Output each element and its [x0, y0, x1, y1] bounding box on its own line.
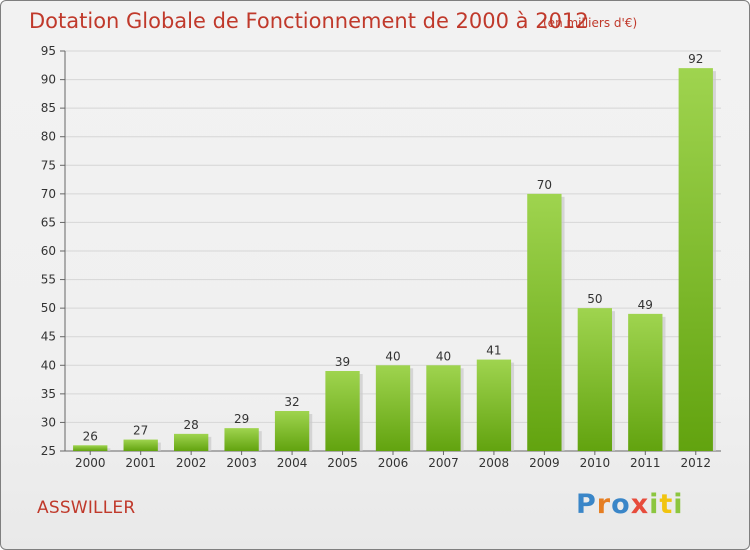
bar — [173, 433, 209, 451]
y-tick-label: 60 — [41, 244, 56, 258]
x-tick-label: 2008 — [479, 456, 510, 470]
chart-subtitle: (en milliers d'€) — [543, 16, 638, 30]
y-tick-label: 25 — [41, 444, 56, 458]
x-tick-label: 2007 — [428, 456, 459, 470]
y-tick-label: 70 — [41, 187, 56, 201]
x-tick-label: 2012 — [680, 456, 711, 470]
y-tick-label: 65 — [41, 215, 56, 229]
x-tick-label: 2011 — [630, 456, 661, 470]
x-tick-label: 2010 — [580, 456, 611, 470]
data-label: 32 — [284, 395, 299, 409]
x-tick-label: 2009 — [529, 456, 560, 470]
data-label: 27 — [133, 424, 148, 438]
y-tick-labels: 25 30 35 40 45 50 55 60 65 70 75 80 85 90 95 — [41, 44, 56, 458]
bar — [678, 68, 713, 452]
y-tick-label: 80 — [41, 130, 56, 144]
x-tick-label: 2000 — [75, 456, 106, 470]
y-tick-label: 50 — [41, 301, 56, 315]
bar — [476, 359, 512, 451]
data-label: 49 — [638, 298, 653, 312]
x-tick-labels: 2000 2001 2002 2003 2004 2005 2006 2007 2008 2009… — [75, 456, 711, 470]
commune-name: ASSWILLER — [37, 498, 136, 518]
chart-title: Dotation Globale de Fonctionnement de 20… — [29, 9, 589, 33]
y-tick-label: 95 — [41, 44, 56, 58]
data-label: 50 — [587, 292, 602, 306]
data-label: 39 — [335, 355, 350, 369]
bar — [274, 411, 310, 451]
x-tick-label: 2001 — [125, 456, 156, 470]
bar — [73, 445, 108, 451]
bar — [325, 371, 360, 451]
x-tick-label: 2002 — [176, 456, 207, 470]
x-tick-label: 2004 — [277, 456, 308, 470]
y-tick-label: 55 — [41, 273, 56, 287]
bar — [628, 313, 663, 451]
y-tick-label: 40 — [41, 358, 56, 372]
data-label: 26 — [83, 429, 98, 443]
bar — [123, 439, 158, 451]
data-label: 70 — [537, 178, 552, 192]
bar — [224, 428, 259, 451]
data-label: 29 — [234, 412, 249, 426]
bar — [577, 308, 613, 451]
y-tick-label: 85 — [41, 101, 56, 115]
data-label: 40 — [436, 349, 451, 363]
y-tick-label: 35 — [41, 387, 56, 401]
y-tick-label: 45 — [41, 330, 56, 344]
x-tick-label: 2003 — [226, 456, 257, 470]
data-label: 92 — [688, 52, 703, 66]
data-labels: 26 27 28 29 32 39 40 40 41 70 50 49 92 — [83, 52, 704, 443]
y-tick-label: 30 — [41, 415, 56, 429]
y-tick-label: 75 — [41, 158, 56, 172]
data-label: 28 — [184, 418, 199, 432]
x-tick-label: 2006 — [378, 456, 409, 470]
bar — [375, 365, 411, 451]
proxiti-logo: Proxiti — [576, 489, 684, 520]
x-tick-label: 2005 — [327, 456, 358, 470]
y-tick-label: 90 — [41, 73, 56, 87]
data-label: 40 — [385, 349, 400, 363]
bar — [527, 193, 562, 451]
bar — [426, 365, 461, 451]
bars — [73, 68, 716, 452]
data-label: 41 — [486, 344, 501, 358]
